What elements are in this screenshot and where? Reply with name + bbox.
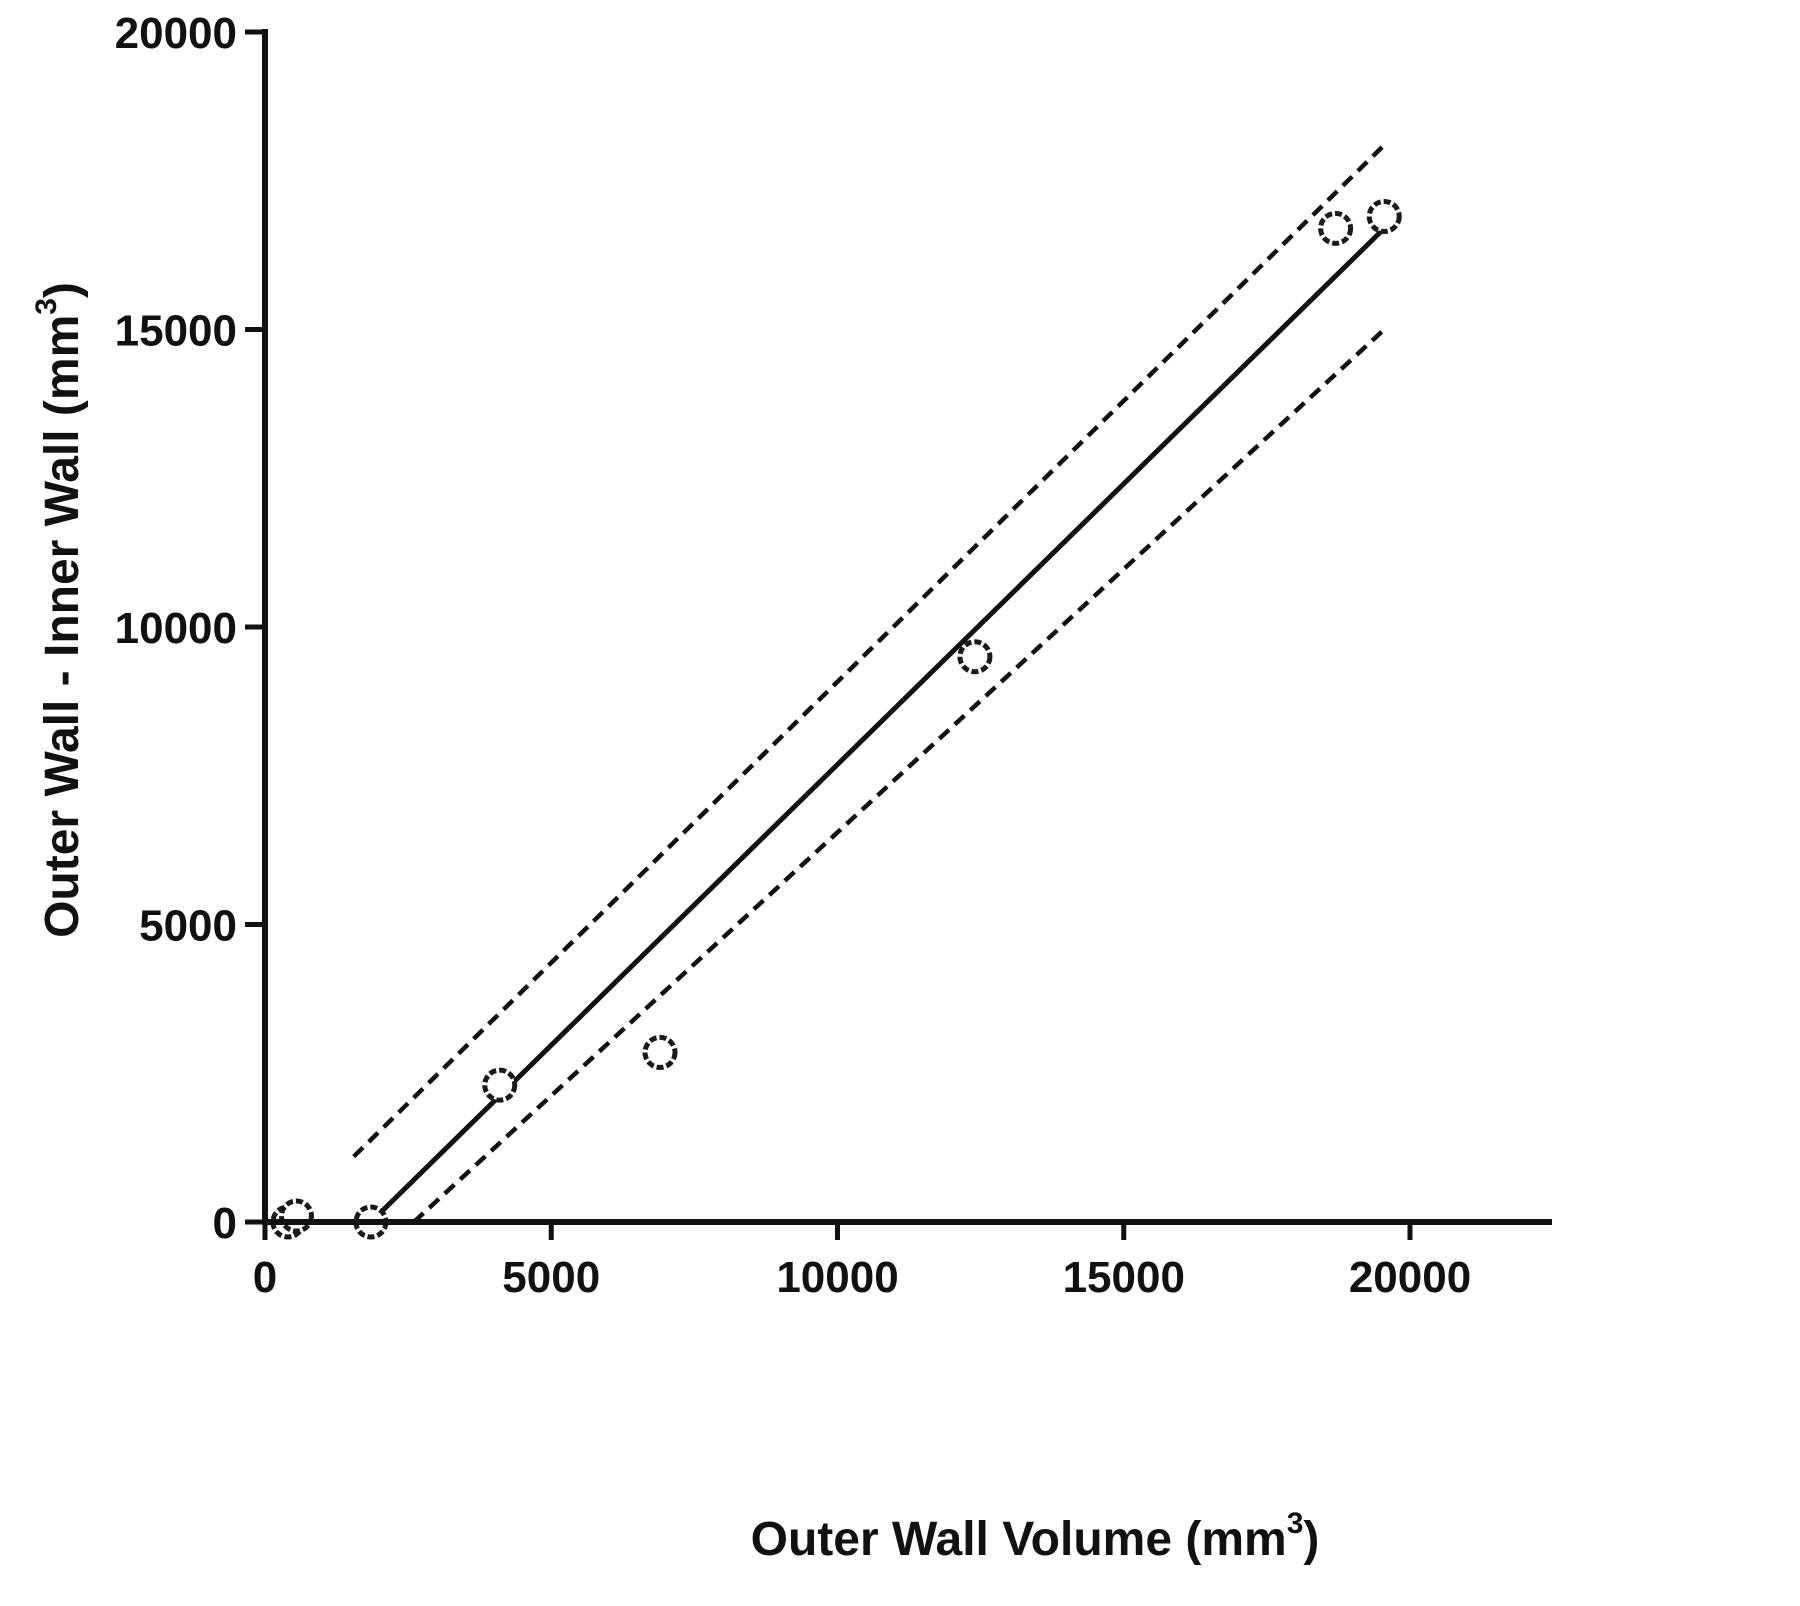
x-tick-label: 0 xyxy=(253,1253,277,1302)
y-axis-title: Outer Wall - Inner Wall (mm3) xyxy=(30,282,89,938)
data-point xyxy=(957,639,993,675)
confidence-bands xyxy=(352,143,1386,1224)
y-tick-label: 10000 xyxy=(115,604,237,653)
data-point xyxy=(1366,198,1402,234)
regression-line xyxy=(369,226,1386,1224)
x-axis-title: Outer Wall Volume (mm3) xyxy=(751,1507,1320,1566)
lower-confidence-band xyxy=(412,327,1386,1224)
data-points xyxy=(270,198,1402,1240)
upper-confidence-band xyxy=(352,143,1386,1159)
y-tick-label: 15000 xyxy=(115,307,237,356)
data-point xyxy=(482,1067,518,1103)
y-tick-label: 0 xyxy=(213,1199,237,1248)
x-tick-label: 10000 xyxy=(776,1253,898,1302)
y-axis-title-close: ) xyxy=(36,282,89,298)
y-axis-title-text: Outer Wall - Inner Wall (mm xyxy=(36,315,89,938)
y-tick-label: 5000 xyxy=(139,902,237,951)
y-axis-title-superscript: 3 xyxy=(30,298,63,315)
x-tick-label: 5000 xyxy=(502,1253,600,1302)
x-ticks: 0 5000 10000 15000 20000 xyxy=(253,1222,1471,1302)
axes xyxy=(262,29,1552,1225)
x-tick-label: 20000 xyxy=(1349,1253,1471,1302)
regression-line-group xyxy=(369,226,1386,1224)
data-point xyxy=(642,1034,678,1070)
y-ticks: 0 5000 10000 15000 20000 xyxy=(115,9,265,1248)
x-axis-title-close: ) xyxy=(1303,1513,1319,1566)
data-point xyxy=(278,1198,314,1234)
data-point xyxy=(1318,210,1354,246)
y-tick-label: 20000 xyxy=(115,9,237,58)
x-axis-title-text: Outer Wall Volume (mm xyxy=(751,1513,1287,1566)
x-axis-title-superscript: 3 xyxy=(1287,1507,1304,1540)
x-tick-label: 15000 xyxy=(1063,1253,1185,1302)
